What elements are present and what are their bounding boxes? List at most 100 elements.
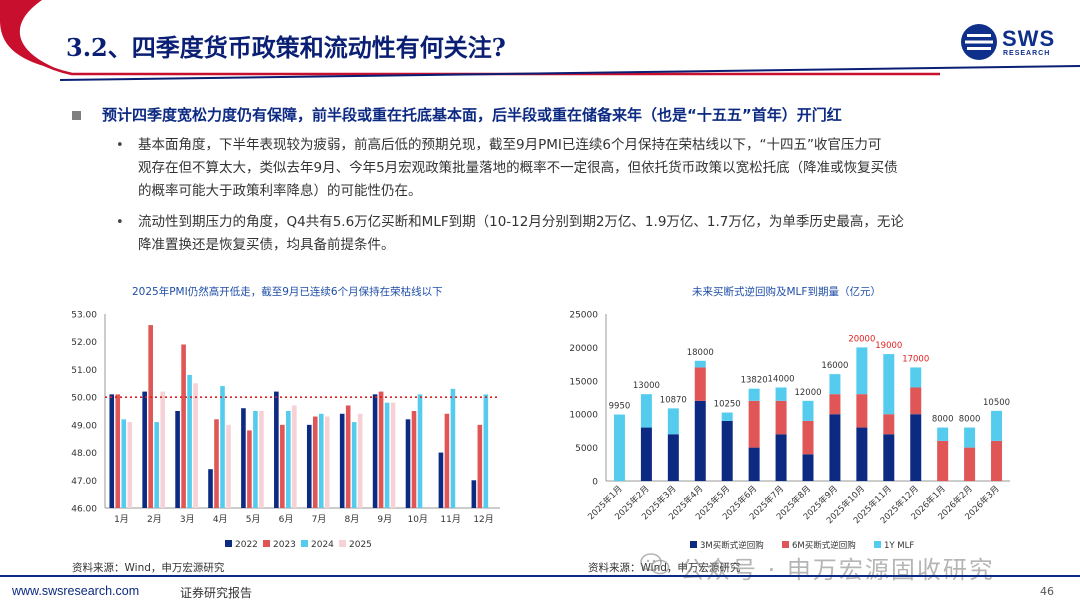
x-tick-label: 8月	[345, 514, 360, 525]
bar-segment-3M买断式逆回购	[802, 454, 814, 481]
bar-segment-3M买断式逆回购	[883, 434, 895, 481]
bar-2024	[187, 374, 192, 508]
legend-label: 3M买断式逆回购	[700, 540, 764, 551]
bar-2023	[345, 405, 351, 508]
bar-2022	[372, 394, 378, 508]
footer-report-label: 证券研究报告	[180, 586, 253, 600]
bar-2023	[247, 430, 252, 508]
x-tick-label: 1月	[114, 514, 129, 525]
bar-2023	[181, 344, 186, 508]
bullet-dot-icon: •	[116, 138, 124, 153]
bar-2023	[115, 394, 121, 508]
y-tick-label: 20000	[569, 344, 598, 354]
bar-2022	[306, 424, 312, 508]
bar-segment-1Y MLF	[910, 367, 922, 388]
bar-2022	[175, 411, 180, 508]
bullet-line: 观存在但不算太大，类似去年9月、今年5月宏观政策批量落地的概率不一定很高，但依托…	[138, 160, 898, 176]
bullet-liquidity: • 流动性到期压力的角度，Q4共有5.6万亿买断和MLF到期（10-12月分别到…	[72, 211, 1032, 257]
x-tick-label: 10月	[407, 514, 427, 525]
bar-segment-6M买断式逆回购	[937, 440, 949, 481]
bar-segment-1Y MLF	[883, 354, 895, 415]
pmi-chart: 46.00 47.00 48.00 49.00 50.00 51.00 52.00 53.00…	[71, 311, 500, 550]
bar-segment-6M买断式逆回购	[829, 394, 841, 415]
total-label: 20000	[848, 334, 875, 344]
x-tick-label: 5月	[246, 514, 261, 525]
legend-swatch	[690, 541, 697, 548]
logo-subtitle: RESEARCH	[1003, 50, 1051, 57]
x-tick-label: 4月	[213, 514, 228, 525]
maturity-chart: 050001000015000200002500099502025年1月1300…	[569, 311, 1010, 552]
bar-2025	[259, 411, 264, 508]
total-label: 10870	[660, 395, 687, 405]
bar-segment-6M买断式逆回购	[802, 420, 814, 455]
x-tick-label: 9月	[377, 514, 392, 525]
bar-segment-1Y MLF	[937, 427, 949, 441]
bar-2024	[121, 419, 127, 508]
bar-2025	[292, 405, 297, 508]
bar-segment-1Y MLF	[748, 388, 760, 401]
x-tick-label: 12月	[473, 514, 493, 525]
bar-segment-3M买断式逆回购	[856, 427, 868, 481]
bullet-fundamentals: • 基本面角度，下半年表现较为疲弱，前高后低的预期兑现，截至9月PMI已连续6个…	[72, 134, 1032, 203]
square-bullet-icon	[72, 111, 81, 120]
bullet-line: 基本面角度，下半年表现较为疲弱，前高后低的预期兑现，截至9月PMI已连续6个月保…	[138, 137, 882, 153]
bar-segment-1Y MLF	[775, 387, 787, 401]
y-tick-label: 5000	[575, 444, 598, 454]
bar-segment-3M买断式逆回购	[775, 434, 787, 481]
bar-segment-6M买断式逆回购	[991, 440, 1003, 481]
total-label: 17000	[902, 354, 929, 364]
main-point-text: 预计四季度宽松力度仍有保障，前半段或重在托底基本面，后半段或重在储备来年（也是“…	[102, 106, 842, 124]
x-tick-label: 11月	[440, 514, 460, 525]
bar-2023	[477, 424, 483, 508]
bar-segment-6M买断式逆回购	[910, 387, 922, 415]
bar-segment-6M买断式逆回购	[964, 447, 976, 481]
total-label: 8000	[932, 415, 954, 425]
bar-2023	[312, 416, 318, 508]
page-number: 46	[1040, 585, 1054, 598]
bar-2024	[154, 422, 159, 508]
total-label: 13820	[741, 376, 768, 386]
bar-2024	[384, 402, 390, 508]
total-label: 14000	[768, 374, 795, 384]
total-label: 12000	[794, 388, 821, 398]
bar-2023	[148, 325, 153, 508]
bar-2024	[220, 386, 225, 508]
footer: www.swsresearch.com 证券研究报告 46	[0, 575, 1080, 608]
total-label: 19000	[875, 341, 902, 351]
maturity-chart-source: 资料来源：Wind，申万宏源研究	[588, 562, 741, 574]
bar-2024	[483, 394, 489, 508]
y-tick-label: 48.00	[71, 449, 97, 459]
bar-2023	[214, 419, 219, 508]
bar-segment-3M买断式逆回购	[694, 400, 706, 481]
bar-2022	[109, 394, 115, 508]
wechat-icon	[640, 553, 670, 575]
bar-segment-3M买断式逆回购	[640, 427, 652, 481]
bar-segment-1Y MLF	[856, 347, 868, 395]
bar-segment-1Y MLF	[613, 414, 625, 481]
bar-2022	[241, 408, 246, 508]
x-tick-label: 6月	[279, 514, 294, 525]
maturity-chart-title: 未来买断式逆回购及MLF到期量（亿元）	[692, 286, 881, 298]
bar-2023	[444, 413, 450, 508]
bar-2025	[390, 402, 396, 508]
header-banner: 3.2、四季度货币政策和流动性有何关注?	[0, 0, 1080, 84]
y-tick-label: 51.00	[71, 366, 97, 376]
legend-swatch	[782, 541, 789, 548]
total-label: 10500	[983, 398, 1010, 408]
footer-url-link[interactable]: www.swsresearch.com	[12, 584, 140, 598]
legend-label: 2024	[311, 540, 334, 550]
main-point: 预计四季度宽松力度仍有保障，前半段或重在托底基本面，后半段或重在储备来年（也是“…	[72, 104, 1032, 126]
bar-2024	[450, 388, 456, 508]
y-tick-label: 50.00	[71, 394, 97, 404]
y-tick-label: 46.00	[71, 505, 97, 515]
legend-label: 2022	[235, 540, 258, 550]
bar-2024	[318, 413, 324, 508]
bar-2023	[411, 411, 417, 508]
bar-2025	[127, 422, 133, 508]
bar-segment-1Y MLF	[829, 374, 841, 395]
bar-segment-1Y MLF	[694, 360, 706, 368]
y-tick-label: 10000	[569, 411, 598, 421]
content-area: 预计四季度宽松力度仍有保障，前半段或重在托底基本面，后半段或重在储备来年（也是“…	[72, 104, 1032, 257]
bar-2022	[405, 419, 411, 508]
x-tick-label: 7月	[312, 514, 327, 525]
